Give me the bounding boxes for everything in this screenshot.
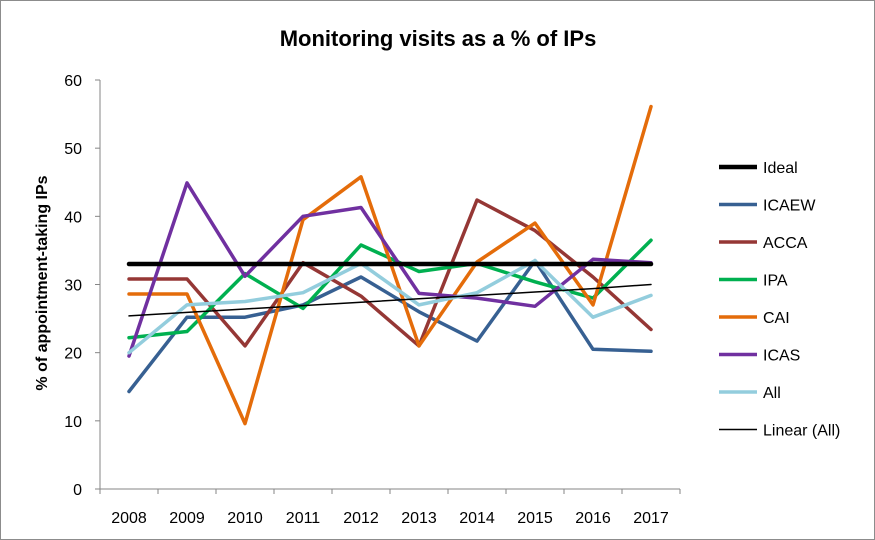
- legend-label-linear-all: Linear (All): [763, 423, 840, 440]
- series-line-icas: [127, 181, 653, 358]
- x-tick-label: 2014: [459, 510, 495, 527]
- series-line-icaew: [127, 258, 653, 394]
- x-tick-label: 2012: [343, 510, 379, 527]
- x-tick-label: 2011: [286, 510, 321, 527]
- legend-label-ipa: IPA: [763, 273, 788, 290]
- series-layer: [126, 104, 654, 426]
- axes: 0 10 20 30 40 50 60 2008 2009 2010 2011 2012 2013 201…: [64, 73, 681, 527]
- x-tick-label: 2015: [517, 510, 553, 527]
- y-tick-label: 50: [64, 141, 82, 158]
- legend-label-ideal: Ideal: [763, 160, 798, 177]
- x-tick-label: 2009: [169, 510, 205, 527]
- x-tick-label: 2008: [111, 510, 147, 527]
- x-tick-label: 2016: [575, 510, 611, 527]
- legend: Ideal ICAEW ACCA IPA CAI ICAS All Linear (All): [719, 160, 840, 440]
- legend-label-acca: ACCA: [763, 235, 808, 252]
- chart-title: Monitoring visits as a % of IPs: [280, 26, 597, 51]
- series-line-all: [127, 258, 653, 355]
- y-tick-label: 60: [64, 73, 82, 90]
- legend-label-cai: CAI: [763, 310, 790, 327]
- x-tick-label: 2013: [401, 510, 437, 527]
- legend-label-icaew: ICAEW: [763, 198, 816, 215]
- y-tick-label: 0: [73, 482, 82, 499]
- y-tick-label: 20: [64, 346, 82, 363]
- x-tick-label: 2017: [633, 510, 669, 527]
- series-line-acca: [127, 198, 653, 348]
- series-line-linear-all: [128, 283, 652, 317]
- y-axis-label: % of appointment-taking IPs: [34, 175, 51, 390]
- legend-label-all: All: [763, 385, 781, 402]
- y-tick-label: 40: [64, 209, 82, 226]
- x-tick-label: 2010: [227, 510, 263, 527]
- y-tick-label: 30: [64, 278, 82, 295]
- legend-label-icas: ICAS: [763, 348, 800, 365]
- y-tick-label: 10: [64, 414, 82, 431]
